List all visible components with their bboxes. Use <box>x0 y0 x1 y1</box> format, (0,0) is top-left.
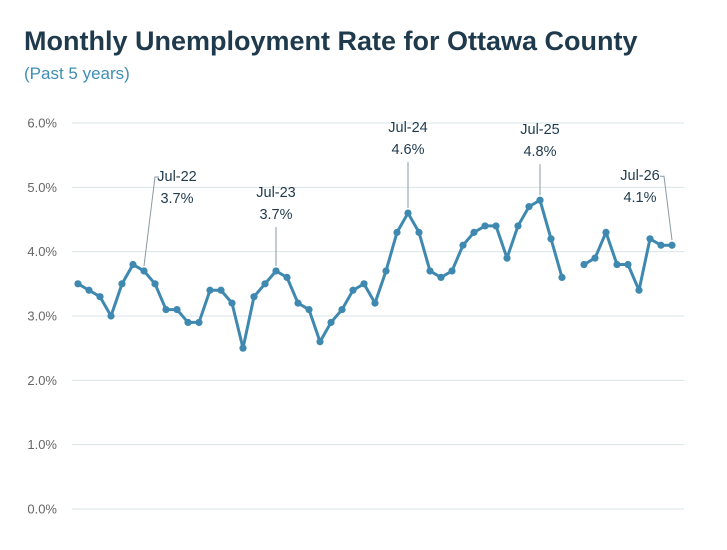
y-tick-label: 6.0% <box>27 116 57 131</box>
series-line <box>76 198 564 350</box>
data-point <box>261 280 269 288</box>
data-point <box>591 254 599 262</box>
data-point <box>250 293 258 301</box>
data-point <box>635 286 643 294</box>
data-point <box>426 267 434 275</box>
data-point <box>151 280 159 288</box>
data-point <box>404 209 412 217</box>
data-point <box>547 235 555 243</box>
data-point <box>294 299 302 307</box>
data-point <box>283 273 291 281</box>
y-tick-label: 4.0% <box>27 244 57 259</box>
data-point <box>349 286 357 294</box>
data-point <box>162 305 170 314</box>
annotation-value-label: 4.6% <box>391 142 424 158</box>
data-point <box>624 260 632 269</box>
y-tick-label: 0.0% <box>27 502 57 517</box>
data-point <box>613 260 621 269</box>
annotation-month-label: Jul-22 <box>157 169 197 185</box>
data-point <box>338 305 346 314</box>
data-point <box>129 260 137 269</box>
y-tick-label: 3.0% <box>27 309 57 324</box>
data-point <box>239 344 247 352</box>
data-point <box>646 235 654 243</box>
y-tick-label: 1.0% <box>27 437 57 452</box>
data-point <box>173 305 181 314</box>
data-point <box>437 273 445 281</box>
data-point <box>107 312 115 320</box>
data-point <box>382 267 390 275</box>
data-point <box>580 260 588 269</box>
data-point <box>184 318 192 327</box>
data-point <box>316 338 324 346</box>
annotation-leader <box>660 175 673 241</box>
data-point <box>305 305 313 314</box>
annotation-value-label: 4.1% <box>623 190 656 206</box>
data-series <box>76 198 674 350</box>
data-point <box>118 280 126 288</box>
data-point <box>448 267 456 275</box>
data-point <box>470 228 478 236</box>
data-point <box>360 280 368 288</box>
annotation-value-label: 4.8% <box>523 144 556 160</box>
data-point <box>459 241 467 249</box>
data-point <box>503 254 511 262</box>
annotations: Jul-22 3.7% Jul-23 3.7% Jul-24 4.6% Jul-25 4.8%… <box>157 120 660 223</box>
annotation-value-label: 3.7% <box>259 207 292 223</box>
data-point <box>481 222 489 230</box>
annotation-month-label: Jul-26 <box>620 168 660 184</box>
y-tick-label: 2.0% <box>27 373 57 388</box>
data-point <box>195 318 203 327</box>
annotation-month-label: Jul-23 <box>256 185 296 201</box>
data-point <box>525 203 533 211</box>
y-axis-tick-labels: 0.0% 1.0% 2.0% 3.0% 4.0% 5.0% 6.0% <box>27 116 57 517</box>
data-point <box>206 286 214 294</box>
data-point <box>536 196 544 204</box>
data-point <box>140 267 148 275</box>
data-point <box>415 228 423 236</box>
data-point <box>393 228 401 236</box>
chart-subtitle: (Past 5 years) <box>24 64 130 83</box>
data-point <box>85 286 93 294</box>
gridlines <box>72 122 684 510</box>
annotation-value-label: 3.7% <box>160 191 193 207</box>
annotation-month-label: Jul-24 <box>388 120 428 136</box>
data-point <box>514 222 522 230</box>
annotation-leader-lines <box>143 162 673 267</box>
data-point <box>371 299 379 307</box>
data-point <box>657 241 665 249</box>
data-points <box>74 196 676 352</box>
data-point <box>668 241 676 249</box>
data-point <box>96 293 104 301</box>
chart-title: Monthly Unemployment Rate for Ottawa Cou… <box>24 26 638 56</box>
annotation-month-label: Jul-25 <box>520 122 560 138</box>
annotation-leader <box>143 176 159 267</box>
y-tick-label: 5.0% <box>27 180 57 195</box>
data-point <box>602 228 610 236</box>
data-point <box>228 299 236 307</box>
data-point <box>272 267 280 275</box>
data-point <box>217 286 225 294</box>
data-point <box>74 280 82 288</box>
data-point <box>327 318 335 327</box>
data-point <box>492 222 500 230</box>
data-point <box>558 273 566 281</box>
